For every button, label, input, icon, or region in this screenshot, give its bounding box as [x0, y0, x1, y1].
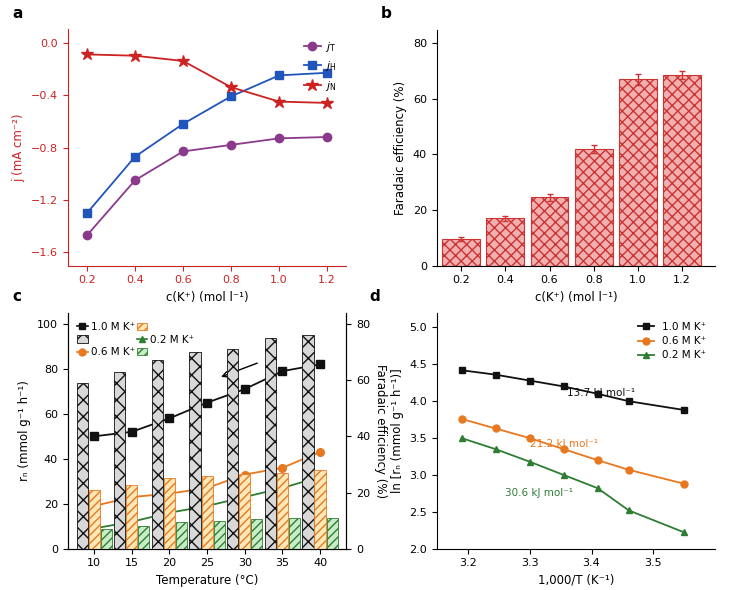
Bar — [663, 76, 701, 266]
1.0 M K⁺ — [624, 398, 633, 405]
Text: 21.2 kJ mol⁻¹: 21.2 kJ mol⁻¹ — [529, 439, 598, 449]
1.0 M K⁺ — [680, 407, 689, 414]
1.0 M K⁺ — [559, 383, 569, 390]
Bar — [531, 198, 569, 266]
0.6 M K⁺ — [624, 466, 633, 473]
X-axis label: c(K⁺) (mol l⁻¹): c(K⁺) (mol l⁻¹) — [535, 291, 617, 304]
1.0 M K⁺ — [593, 391, 602, 398]
Y-axis label: ln [rₙ (mmol g⁻¹ h⁻¹)]: ln [rₙ (mmol g⁻¹ h⁻¹)] — [391, 368, 404, 493]
0.2 M K⁺ — [491, 445, 500, 453]
Bar — [486, 218, 524, 266]
1.0 M K⁺ — [491, 371, 500, 378]
Bar — [101, 529, 111, 549]
Legend: 1.0 M K⁺, 0.6 M K⁺, 0.2 M K⁺: 1.0 M K⁺, 0.6 M K⁺, 0.2 M K⁺ — [634, 318, 710, 365]
Line: $j_\mathrm{N}$: $j_\mathrm{N}$ — [81, 48, 334, 109]
Bar — [619, 80, 657, 266]
Text: b: b — [381, 6, 392, 21]
Y-axis label: Faradaic efficiency (%): Faradaic efficiency (%) — [395, 80, 407, 215]
$j_\mathrm{N}$ — [178, 57, 187, 64]
Bar — [164, 478, 175, 549]
Bar — [239, 474, 250, 549]
$j_\mathrm{H}$ — [130, 153, 139, 160]
X-axis label: c(K⁺) (mol l⁻¹): c(K⁺) (mol l⁻¹) — [166, 291, 248, 304]
Y-axis label: j (mA cm⁻²): j (mA cm⁻²) — [12, 113, 26, 182]
Line: 0.2 M K⁺: 0.2 M K⁺ — [458, 435, 688, 536]
Bar — [114, 372, 125, 549]
$j_\mathrm{N}$ — [83, 51, 92, 58]
$j_\mathrm{T}$ — [275, 135, 284, 142]
Bar — [176, 522, 187, 549]
$j_\mathrm{T}$ — [178, 148, 187, 155]
$j_\mathrm{N}$ — [275, 98, 284, 105]
Bar — [127, 486, 137, 549]
Text: c: c — [12, 289, 21, 304]
0.2 M K⁺ — [680, 529, 689, 536]
Bar — [139, 526, 149, 549]
Legend: $j_\mathrm{T}$, $j_\mathrm{H}$, $j_\mathrm{N}$: $j_\mathrm{T}$, $j_\mathrm{H}$, $j_\math… — [300, 35, 341, 97]
$j_\mathrm{H}$ — [275, 72, 284, 79]
Bar — [252, 519, 262, 549]
Bar — [575, 149, 612, 266]
Line: $j_\mathrm{H}$: $j_\mathrm{H}$ — [83, 68, 331, 217]
Y-axis label: rₙ (mmol g⁻¹ h⁻¹): rₙ (mmol g⁻¹ h⁻¹) — [19, 381, 32, 481]
0.2 M K⁺ — [525, 458, 534, 465]
$j_\mathrm{T}$ — [322, 133, 331, 140]
Line: $j_\mathrm{T}$: $j_\mathrm{T}$ — [83, 133, 331, 240]
0.6 M K⁺ — [593, 457, 602, 464]
$j_\mathrm{H}$ — [322, 69, 331, 76]
$j_\mathrm{N}$ — [130, 52, 139, 59]
Bar — [190, 352, 200, 549]
$j_\mathrm{H}$ — [83, 209, 92, 217]
Bar — [227, 349, 238, 549]
Bar — [327, 518, 337, 549]
$j_\mathrm{H}$ — [227, 93, 236, 100]
Bar — [152, 360, 163, 549]
$j_\mathrm{T}$ — [130, 177, 139, 184]
1.0 M K⁺ — [457, 366, 466, 374]
0.6 M K⁺ — [559, 445, 569, 453]
Y-axis label: Faradaic efficiency (%): Faradaic efficiency (%) — [374, 363, 387, 498]
X-axis label: 1,000/T (K⁻¹): 1,000/T (K⁻¹) — [538, 574, 614, 587]
Bar — [303, 335, 313, 549]
$j_\mathrm{N}$ — [322, 99, 331, 106]
0.2 M K⁺ — [624, 507, 633, 514]
X-axis label: Temperature (°C): Temperature (°C) — [156, 574, 258, 587]
Bar — [289, 518, 300, 549]
Line: 0.6 M K⁺: 0.6 M K⁺ — [458, 415, 688, 487]
0.2 M K⁺ — [559, 471, 569, 478]
Bar — [77, 383, 87, 549]
Text: 13.7 kJ mol⁻¹: 13.7 kJ mol⁻¹ — [567, 388, 635, 398]
Bar — [315, 470, 325, 549]
$j_\mathrm{T}$ — [227, 142, 236, 149]
0.2 M K⁺ — [593, 485, 602, 492]
0.6 M K⁺ — [680, 480, 689, 487]
Bar — [214, 520, 224, 549]
Text: d: d — [370, 289, 380, 304]
0.6 M K⁺ — [491, 425, 500, 432]
Legend: 1.0 M K⁺, , 0.6 M K⁺, , 0.2 M K⁺, : 1.0 M K⁺, , 0.6 M K⁺, , 0.2 M K⁺, — [73, 318, 199, 362]
Bar — [202, 476, 212, 549]
Bar — [265, 338, 276, 549]
Bar — [277, 473, 288, 549]
$j_\mathrm{T}$ — [83, 232, 92, 239]
0.2 M K⁺ — [457, 434, 466, 441]
Bar — [442, 239, 480, 266]
1.0 M K⁺ — [525, 377, 534, 384]
$j_\mathrm{H}$ — [178, 120, 187, 127]
0.6 M K⁺ — [525, 434, 534, 441]
Text: 30.6 kJ mol⁻¹: 30.6 kJ mol⁻¹ — [505, 487, 573, 497]
Text: a: a — [12, 6, 23, 21]
0.6 M K⁺ — [457, 415, 466, 422]
Bar — [89, 490, 99, 549]
Line: 1.0 M K⁺: 1.0 M K⁺ — [458, 367, 688, 414]
$j_\mathrm{N}$ — [227, 84, 236, 91]
